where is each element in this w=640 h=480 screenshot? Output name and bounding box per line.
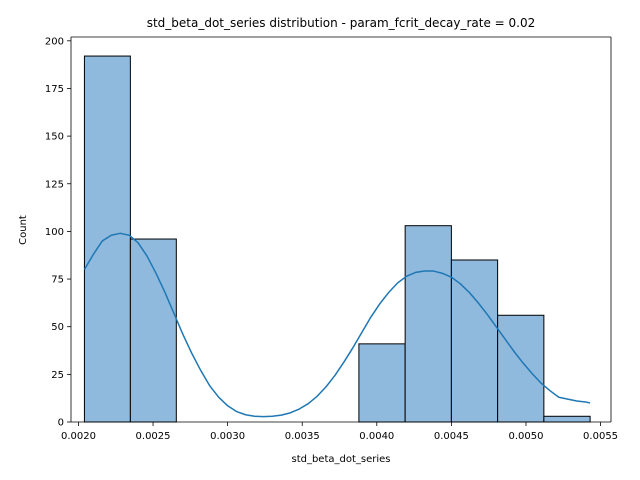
x-tick-label: 0.0030 — [210, 431, 245, 442]
histogram-bar-4 — [404, 225, 452, 423]
kde-curve — [83, 232, 591, 418]
y-tick-label: 25 — [51, 370, 64, 381]
y-tick-label: 50 — [51, 322, 64, 333]
histogram-bar-5 — [450, 259, 499, 423]
y-tick-label: 0 — [58, 418, 64, 429]
histogram-bar-3 — [358, 343, 406, 423]
x-tick-label: 0.0055 — [583, 431, 618, 442]
histogram-bar-7 — [543, 415, 591, 423]
x-axis-label: std_beta_dot_series — [291, 454, 390, 465]
y-tick-label: 125 — [45, 179, 64, 190]
x-tick-label: 0.0020 — [61, 431, 96, 442]
x-tick-label: 0.0040 — [359, 431, 394, 442]
histogram-bar-6 — [497, 314, 545, 423]
histogram-bar-2 — [129, 238, 177, 423]
y-tick-label: 200 — [45, 36, 64, 47]
x-tick-label: 0.0025 — [136, 431, 171, 442]
y-tick-label: 100 — [45, 227, 64, 238]
y-tick-label: 75 — [51, 275, 64, 286]
x-tick-label: 0.0050 — [508, 431, 543, 442]
axes: 0.0020 0.0025 0.0030 0.0035 0.0040 0.0045 0.00… — [45, 36, 618, 442]
chart-title: std_beta_dot_series distribution - param… — [147, 16, 536, 30]
y-tick-label: 150 — [45, 132, 64, 143]
y-axis-label: Count — [18, 215, 29, 245]
histogram-bar-1 — [83, 55, 131, 423]
histogram-bars — [83, 55, 591, 423]
kde-curve-layer — [83, 232, 591, 418]
x-tick-label: 0.0035 — [285, 431, 320, 442]
y-tick-label: 175 — [45, 84, 64, 95]
x-tick-label: 0.0045 — [434, 431, 469, 442]
